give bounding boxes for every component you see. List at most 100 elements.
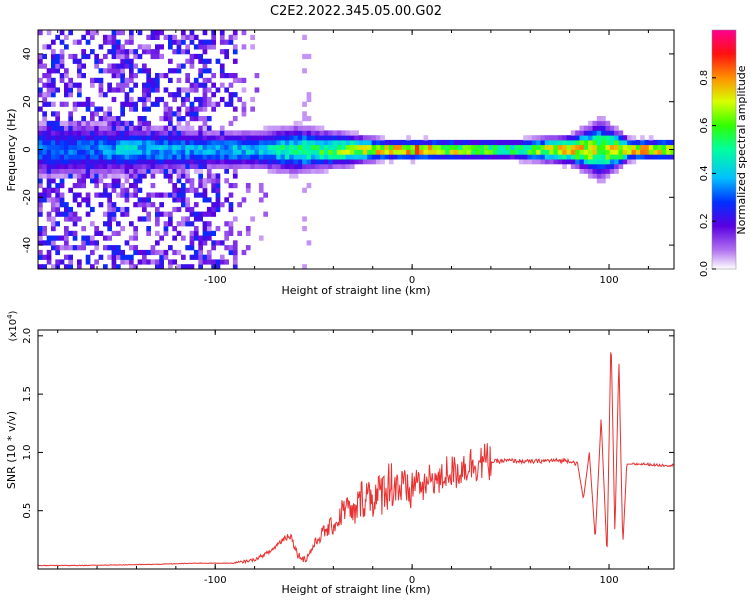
- spectrogram-cell: [341, 144, 346, 150]
- spectrogram-cell: [189, 159, 195, 165]
- spectrogram-cell: [64, 264, 69, 269]
- spectrogram-cell: [168, 168, 173, 174]
- spectrogram-cell: [410, 139, 416, 146]
- spectrogram-cell: [280, 163, 286, 169]
- spectrogram-cell: [72, 154, 78, 160]
- spectrogram-cell: [98, 254, 104, 260]
- spectrogram-cell: [306, 144, 312, 150]
- spectrogram-cell: [349, 159, 355, 165]
- spectrogram-cell: [168, 139, 173, 146]
- y-tick-label: -20: [22, 189, 33, 205]
- spectrogram-cell: [124, 53, 130, 60]
- spectrogram-cell: [55, 116, 60, 122]
- spectrogram-cell: [94, 230, 99, 236]
- spectrogram-cell: [64, 92, 69, 98]
- spectrogram-cell: [85, 101, 91, 107]
- spectrogram-cell: [124, 82, 130, 88]
- spectrogram-cell: [657, 149, 663, 155]
- spectrogram-cell: [129, 163, 134, 169]
- spectrogram-cell: [518, 159, 524, 165]
- spectrogram-cell: [64, 135, 69, 141]
- spectrogram-cell: [185, 187, 190, 193]
- spectrogram-cell: [380, 139, 385, 146]
- spectrogram-cell: [46, 187, 52, 193]
- spectrogram-cell: [228, 34, 234, 40]
- spectrogram-cell: [198, 149, 203, 155]
- spectrogram-cell: [211, 73, 216, 79]
- spectrogram-cell: [146, 82, 151, 88]
- spectrogram-cell: [116, 192, 121, 198]
- spectrogram-cell: [310, 159, 316, 165]
- spectrogram-cell: [142, 116, 147, 122]
- spectrogram-cell: [137, 168, 143, 174]
- spectrogram-cell: [129, 154, 134, 160]
- spectrogram-cell: [59, 77, 65, 83]
- spectrogram-cell: [59, 101, 65, 107]
- spectrogram-cell: [107, 144, 112, 150]
- spectrogram-cell: [150, 259, 156, 265]
- spectrogram-cell: [155, 82, 160, 88]
- spectrogram-cell: [206, 259, 212, 265]
- spectrogram-cell: [367, 149, 372, 155]
- spectrogram-cell: [42, 264, 47, 269]
- spectrogram-cell: [77, 120, 82, 126]
- spectrogram-cell: [575, 154, 580, 160]
- spectrogram-cell: [202, 230, 208, 236]
- spectrogram-cell: [168, 173, 173, 179]
- spectrogram-cell: [107, 183, 112, 189]
- spectrogram-cell: [445, 144, 450, 150]
- spectrogram-cell: [215, 154, 221, 160]
- spectrogram-cell: [232, 259, 238, 265]
- spectrogram-cell: [142, 163, 147, 169]
- spectrogram-cell: [77, 264, 82, 269]
- spectrogram-cell: [302, 168, 307, 174]
- spectrogram-cell: [306, 135, 312, 141]
- spectrogram-cell: [46, 240, 52, 246]
- spectrogram-cell: [267, 163, 273, 169]
- spectrogram-cell: [72, 159, 78, 165]
- spectrogram-cell: [103, 183, 108, 189]
- spectrogram-cell: [258, 163, 264, 169]
- spectrogram-cell: [501, 144, 507, 150]
- spectrogram-cell: [59, 130, 65, 136]
- y-tick-label: 0.5: [22, 503, 33, 519]
- spectrogram-cell: [566, 139, 572, 146]
- spectrogram-cell: [51, 264, 56, 269]
- spectrogram-cell: [267, 168, 273, 174]
- spectrogram-cell: [349, 163, 355, 169]
- spectrogram-cell: [553, 139, 559, 146]
- spectrogram-cell: [198, 116, 203, 122]
- spectrogram-cell: [219, 68, 225, 74]
- spectrogram-cell: [111, 149, 117, 155]
- spectrogram-cell: [77, 178, 82, 184]
- x-tick-label: 100: [599, 275, 618, 286]
- spectrogram-cell: [306, 168, 312, 174]
- spectrogram-cell: [172, 249, 177, 256]
- spectrogram-cell: [202, 139, 208, 146]
- spectrogram-cell: [250, 144, 255, 150]
- spectrogram-cell: [146, 96, 151, 103]
- spectrogram-cell: [614, 130, 619, 136]
- spectrogram-cell: [64, 73, 69, 79]
- spectrogram-cell: [64, 125, 69, 131]
- spectrogram-cell: [189, 149, 195, 155]
- spectrogram-cell: [302, 101, 307, 107]
- spectrogram-cell: [116, 73, 121, 79]
- spectrogram-cell: [176, 125, 182, 131]
- spectrogram-cell: [263, 130, 268, 136]
- spectrogram-cell: [189, 254, 195, 260]
- spectrogram-cell: [185, 96, 190, 103]
- spectrogram-cell: [345, 144, 351, 150]
- spectrogram-cell: [588, 173, 593, 179]
- spectrogram-cell: [46, 68, 52, 74]
- spectrogram-cell: [38, 159, 43, 165]
- spectrogram-cell: [276, 135, 281, 141]
- spectrogram-cell: [423, 149, 429, 155]
- spectrogram-cell: [42, 163, 47, 169]
- spectrogram-cell: [107, 163, 112, 169]
- spectrogram-cell: [341, 139, 346, 146]
- spectrogram-cell: [241, 130, 247, 136]
- spectrogram-cell: [64, 139, 69, 146]
- spectrogram-cell: [440, 149, 446, 155]
- spectrogram-cell: [380, 154, 385, 160]
